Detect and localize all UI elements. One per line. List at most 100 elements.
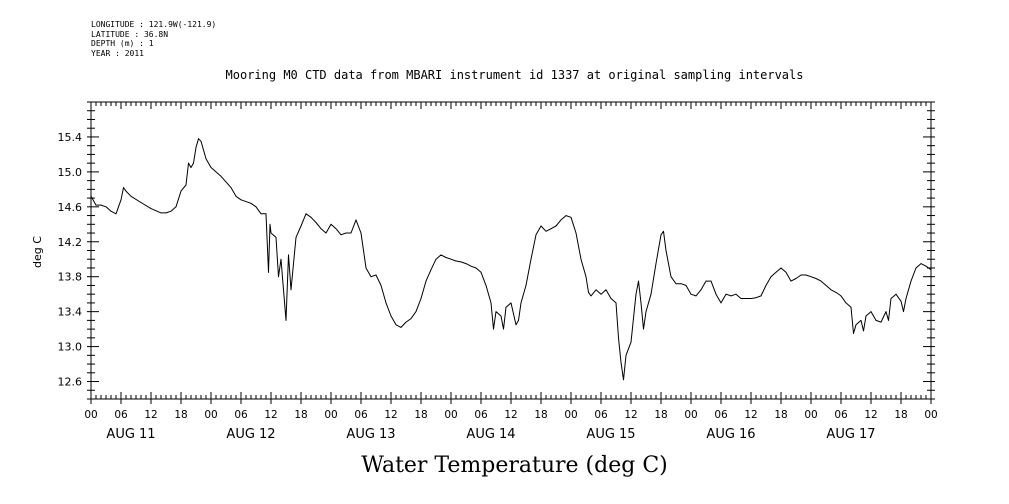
data-point	[775, 271, 777, 273]
series-layer	[90, 138, 932, 381]
data-point	[95, 204, 97, 206]
data-point	[193, 162, 194, 164]
data-point	[550, 228, 552, 230]
data-point	[840, 295, 842, 297]
data-point	[500, 315, 502, 317]
x-tick-label: 18	[174, 409, 187, 421]
x-tick-label: 12	[504, 409, 517, 421]
data-point	[695, 295, 697, 297]
data-point	[220, 175, 222, 177]
x-tick-label: 12	[624, 409, 637, 421]
data-point	[655, 263, 657, 265]
data-point	[795, 278, 797, 279]
day-label: AUG 14	[466, 427, 515, 442]
data-point	[100, 204, 102, 206]
data-point	[230, 187, 232, 189]
data-point	[385, 302, 387, 304]
data-point	[560, 219, 562, 221]
y-tick-label: 15.0	[58, 166, 83, 179]
data-point	[480, 271, 482, 273]
data-point	[425, 280, 427, 282]
data-point	[805, 274, 807, 276]
data-point	[269, 223, 271, 225]
x-tick-label: 12	[144, 409, 157, 421]
y-tick-label: 13.4	[58, 306, 83, 319]
x-tick-label: 00	[564, 409, 577, 421]
data-point	[785, 271, 787, 273]
data-point	[465, 263, 467, 265]
data-point	[180, 190, 182, 192]
data-point	[885, 311, 887, 313]
data-point	[595, 289, 597, 291]
data-point	[268, 271, 269, 273]
data-point	[90, 195, 92, 197]
x-tick-label: 06	[234, 409, 248, 421]
data-point	[903, 311, 904, 313]
x-tick-label: 12	[384, 409, 397, 421]
data-point	[755, 297, 757, 299]
data-point	[200, 140, 202, 142]
data-point	[295, 236, 297, 238]
data-point	[240, 199, 242, 201]
data-point	[495, 311, 497, 313]
data-point	[565, 215, 567, 216]
data-point	[750, 298, 752, 299]
data-point	[680, 283, 682, 285]
data-point	[643, 328, 644, 330]
x-tick-label: 06	[834, 409, 848, 421]
data-point	[265, 213, 267, 215]
y-tick-label: 14.6	[58, 201, 83, 214]
data-point	[305, 213, 307, 215]
x-tick-label: 00	[804, 409, 817, 421]
data-point	[350, 232, 352, 234]
data-point	[185, 184, 187, 186]
data-point	[475, 267, 477, 269]
data-point	[470, 265, 472, 267]
x-tick-label: 00	[84, 409, 97, 421]
data-point	[440, 254, 442, 256]
data-point	[170, 210, 172, 212]
data-point	[435, 258, 437, 260]
data-point	[485, 285, 487, 286]
data-point	[820, 280, 822, 282]
data-point	[615, 302, 617, 304]
data-point	[670, 276, 672, 278]
x-tick-label: 12	[744, 409, 757, 421]
data-point	[450, 258, 452, 260]
data-point	[825, 285, 827, 286]
data-point	[275, 236, 277, 238]
data-point	[850, 306, 852, 308]
data-point	[270, 232, 272, 234]
y-tick-label: 13.0	[58, 341, 83, 354]
data-point	[123, 187, 124, 189]
data-point	[380, 285, 382, 286]
data-point	[745, 298, 747, 299]
data-point	[340, 234, 342, 236]
data-point	[315, 222, 317, 223]
data-point	[400, 326, 402, 328]
x-tick-label: 12	[864, 409, 877, 421]
data-point	[790, 280, 792, 282]
data-point	[640, 302, 642, 304]
data-point	[740, 298, 742, 299]
data-point	[900, 300, 902, 302]
data-point	[188, 162, 189, 164]
data-point	[445, 257, 447, 258]
data-point	[605, 289, 607, 291]
data-point	[345, 232, 347, 234]
data-point	[455, 260, 457, 262]
data-point	[853, 333, 854, 334]
day-label: AUG 17	[826, 427, 875, 442]
data-point	[638, 280, 639, 282]
data-point	[395, 324, 397, 326]
data-point	[650, 293, 652, 295]
data-point	[280, 258, 282, 260]
x-tick-label: 06	[594, 409, 608, 421]
data-point	[865, 315, 867, 317]
x-tick-label: 18	[294, 409, 307, 421]
latitude-label: LATITUDE : 36.8N	[91, 29, 169, 39]
data-point	[780, 267, 782, 269]
y-tick-label: 13.8	[58, 271, 83, 284]
data-point	[525, 285, 527, 286]
